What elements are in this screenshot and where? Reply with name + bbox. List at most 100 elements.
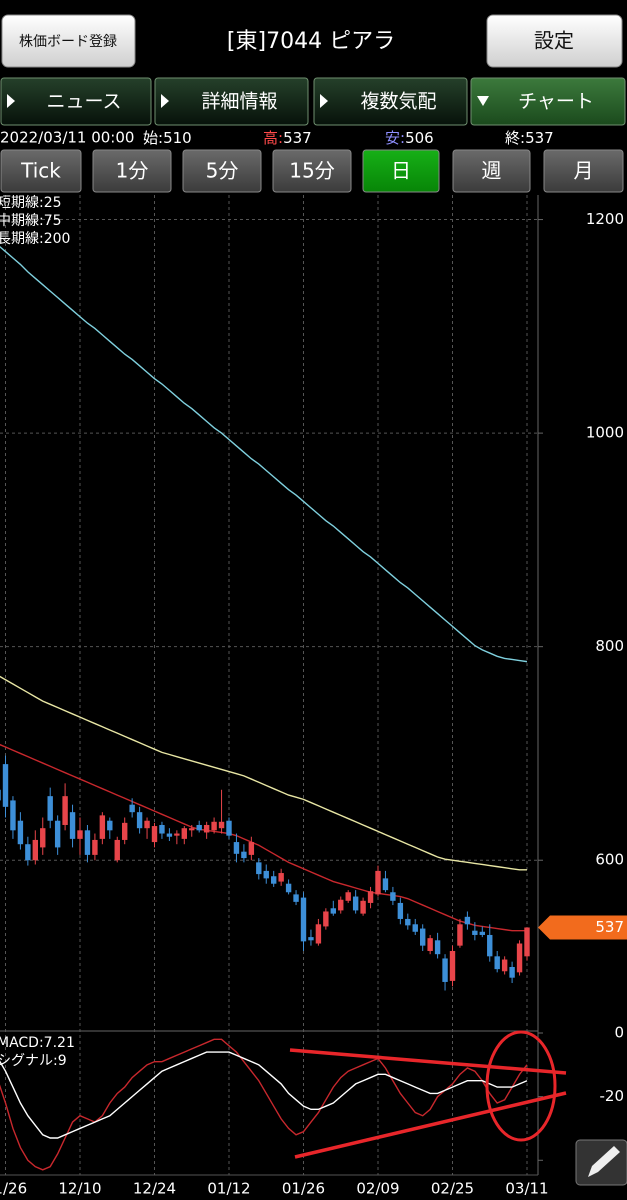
page-title: [東]7044 ピアラ [227,29,395,54]
period-button[interactable] [272,149,352,193]
line-series [0,675,527,871]
annotation-circle [485,1030,557,1142]
x-tick-label: 03/11 [505,1180,548,1198]
tab-label[interactable]: 複数気配 [360,91,436,113]
period-label[interactable]: 週 [482,159,502,183]
period-button[interactable] [362,149,440,193]
candle-body [84,830,91,855]
legend-entry: 長期線:200 [0,231,70,247]
tab-arrow[interactable] [320,94,328,108]
candle-body [449,950,456,981]
y-tick-label: 1000 [586,424,624,442]
tab-arrow[interactable] [7,94,15,108]
tab[interactable] [0,77,152,126]
y-tick-label: 600 [595,851,624,869]
period-button[interactable] [452,149,531,193]
candle-body [412,924,418,932]
x-tick-label: 11/26 [0,1180,27,1198]
x-tick-label: 01/26 [282,1180,325,1198]
period-button[interactable] [92,149,172,193]
tab-arrow[interactable] [477,96,489,106]
candle-body [0,789,1,801]
board-button-label[interactable]: 株価ボード登録 [19,34,117,50]
candle-body [420,928,426,946]
candle-body [17,820,24,845]
candle-body [47,796,53,821]
info-close: 終:537 [505,129,554,147]
candle-body [464,916,471,925]
pencil-icon[interactable] [588,1146,620,1177]
tab[interactable] [154,77,309,126]
annotation-line [289,1048,567,1075]
candle-body [271,876,277,884]
info-datetime: 2022/03/11 00:00 [0,129,134,147]
candle-body [114,839,120,861]
settings-button-label[interactable]: 設定 [534,29,574,53]
candle-body [278,873,284,882]
candle-body [159,824,165,834]
candle-body [32,839,38,861]
candle-body [427,938,433,951]
close-label: 終: [505,129,525,147]
period-label[interactable]: 月 [574,159,594,183]
legend-entry: シグナル:9 [0,1053,67,1069]
high-value: 537 [283,129,312,147]
plot-area [0,245,530,1171]
candle-body [174,833,180,836]
candle-body [338,899,344,911]
candle-body [263,870,269,879]
x-tick-label: 01/12 [207,1180,250,1198]
y-tick-label: 800 [595,637,624,655]
board-button[interactable] [1,14,136,68]
candle-body [54,820,61,848]
period-label[interactable]: 15分 [289,159,334,183]
tab-label[interactable]: チャート [518,91,594,113]
candle-body [233,842,240,854]
candle-body [442,958,448,982]
line-series [0,245,528,663]
y-tick-label: 1200 [586,210,624,228]
period-label[interactable]: Tick [20,159,61,183]
candle-body [494,956,500,970]
period-button[interactable] [543,149,624,193]
line-series [0,743,527,932]
period-button[interactable] [0,149,82,193]
period-label[interactable]: 日 [391,159,411,183]
tab-label[interactable]: 詳細情報 [201,91,277,113]
tab[interactable] [470,77,626,126]
candle-body [211,821,217,831]
candle-body [248,842,255,855]
candle-body [434,940,441,955]
last-price-badge [538,915,627,940]
settings-button[interactable] [486,14,623,68]
candle-body [524,927,530,957]
tab[interactable] [313,77,468,126]
candle-body [382,878,389,891]
period-button[interactable] [182,149,262,193]
candle-body [129,804,135,813]
tab-label[interactable]: ニュース [46,91,121,113]
candle-body [360,900,366,914]
y-tick-label: 0 [614,1024,624,1042]
candle-body [241,851,247,859]
candle-body [345,892,351,901]
y-tick-label: -20 [600,1087,625,1105]
candle-body [189,828,195,831]
candle-body [99,815,106,839]
period-label[interactable]: 5分 [206,159,239,183]
info-high: 高:537 [263,129,312,147]
period-label[interactable]: 1分 [116,159,149,183]
candle-body [136,812,143,829]
period-bar: Tick 1分 5分 15分 日 週 月 [0,149,624,193]
legend-entry: 短期線:25 [0,195,62,211]
line-series [0,1051,528,1139]
info-low: 安:506 [385,129,434,147]
candle-body [92,839,98,855]
candle-body [69,812,76,839]
draw-button[interactable] [575,1139,627,1186]
tab-arrow[interactable] [161,94,169,108]
